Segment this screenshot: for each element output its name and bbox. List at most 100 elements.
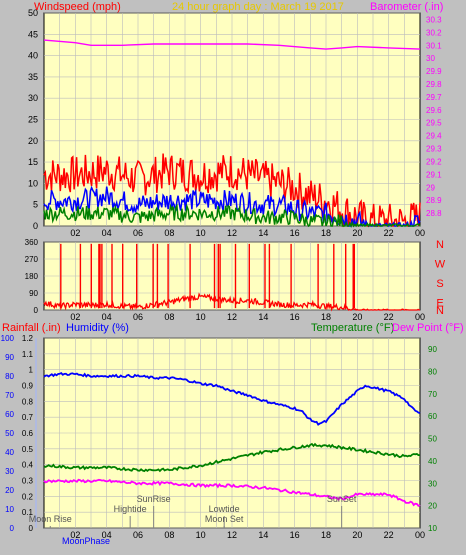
humidity-axis-title: Humidity (%) [66, 322, 129, 334]
compass-label: N [436, 239, 444, 251]
temperature-tick-label: 70 [428, 390, 437, 399]
barometer-tick-label: 29.6 [426, 106, 442, 115]
compass-label: W [435, 259, 446, 271]
x-tick-label-1-10: 22 [384, 228, 394, 238]
temperature-tick-label: 10 [428, 524, 437, 533]
temperature-tick-label: 20 [428, 502, 437, 511]
windspeed-line-green [43, 203, 421, 228]
x-tick-label-2-1: 04 [102, 312, 112, 322]
x-tick-label-1-1: 04 [102, 228, 112, 238]
x-tick-label-2-3: 08 [164, 312, 174, 322]
barometer-tick-label: 29.2 [426, 157, 442, 166]
x-tick-label-3-3: 08 [164, 530, 174, 540]
humidity-tick-label: 20 [5, 486, 14, 495]
humidity-tick-label: 10 [5, 505, 14, 514]
rainfall-tick-label: 0.3 [22, 477, 34, 486]
barometer-tick-label: 29.4 [426, 132, 442, 141]
rainfall-tick-label: 0.9 [22, 382, 34, 391]
direction-tick-label: 270 [25, 255, 39, 264]
temperature-tick-label: 50 [428, 435, 437, 444]
compass-label: E [436, 298, 443, 310]
x-tick-label-3-7: 16 [290, 530, 300, 540]
event-label: SunSet [327, 494, 357, 504]
event-label: SunRise [137, 494, 171, 504]
x-tick-label-1-2: 06 [133, 228, 143, 238]
barometer-tick-label: 28.9 [426, 196, 442, 205]
x-tick-label-3-4: 10 [196, 530, 206, 540]
x-tick-label-3-10: 22 [384, 530, 394, 540]
x-tick-label-2-0: 02 [70, 312, 80, 322]
barometer-tick-label: 30.3 [426, 15, 442, 24]
x-tick-label-2-5: 12 [227, 312, 237, 322]
x-tick-label-3-8: 18 [321, 530, 331, 540]
direction-tick-label: 180 [25, 272, 39, 281]
rainfall-tick-label: 0.7 [22, 413, 34, 422]
x-tick-label-2-6: 14 [258, 312, 268, 322]
windspeed-tick-label: 15 [28, 157, 38, 167]
rainfall-tick-label: 1.2 [22, 334, 34, 343]
x-tick-label-1-4: 10 [196, 228, 206, 238]
x-tick-label-2-10: 22 [384, 312, 394, 322]
x-tick-label-3-11: 00 [415, 530, 425, 540]
x-tick-label-3-9: 20 [352, 530, 362, 540]
humidity-tick-label: 40 [5, 448, 14, 457]
barometer-line [43, 39, 421, 50]
humidity-tick-label: 60 [5, 410, 14, 419]
x-tick-label-3-0: 02 [70, 530, 80, 540]
temperature-tick-label: 60 [428, 412, 437, 421]
x-tick-label-1-5: 12 [227, 228, 237, 238]
x-tick-label-1-0: 02 [70, 228, 80, 238]
windspeed-tick-label: 25 [28, 115, 38, 125]
labels-layer: 0510152025303540455028.828.92929.129.229… [1, 8, 446, 540]
event-label: Lowtide [209, 504, 240, 514]
x-tick-label-2-2: 06 [133, 312, 143, 322]
barometer-tick-label: 29.3 [426, 145, 442, 154]
x-tick-label-3-2: 06 [133, 530, 143, 540]
dewpoint-axis-title: Dew Point (°F) [392, 322, 464, 334]
x-tick-label-2-8: 18 [321, 312, 331, 322]
windspeed-tick-label: 35 [28, 72, 38, 82]
rainfall-tick-label: 0.4 [22, 461, 34, 470]
wind-direction-spikes [60, 243, 355, 309]
series-line-magenta [43, 478, 421, 508]
event-label: Moon Rise [29, 514, 72, 524]
humidity-tick-label: 70 [5, 391, 14, 400]
temperature-axis-title: Temperature (°F) [311, 322, 394, 334]
windspeed-tick-label: 50 [28, 8, 38, 18]
barometer-tick-label: 29.7 [426, 93, 442, 102]
windspeed-line-red [43, 153, 421, 228]
rainfall-tick-label: 0.5 [22, 445, 34, 454]
temperature-tick-label: 90 [428, 345, 437, 354]
humidity-tick-label: 0 [10, 524, 15, 533]
rainfall-tick-label: 0 [29, 524, 34, 533]
rainfall-tick-label: 1 [29, 366, 34, 375]
barometer-tick-label: 28.8 [426, 209, 442, 218]
x-tick-label-1-6: 14 [258, 228, 268, 238]
humidity-tick-label: 80 [5, 372, 14, 381]
event-label: Hightide [114, 504, 147, 514]
graph-day-title: 24 hour graph day : March 19 2017 [172, 1, 344, 13]
rainfall-tick-label: 0.8 [22, 397, 34, 406]
compass-label: N [436, 305, 444, 317]
temperature-tick-label: 40 [428, 457, 437, 466]
windspeed-tick-label: 10 [28, 178, 38, 188]
direction-tick-label: 360 [25, 238, 39, 247]
x-tick-label-2-9: 20 [352, 312, 362, 322]
windspeed-title: Windspeed (mph) [34, 1, 121, 13]
moonphase-label: MoonPhase [62, 536, 110, 546]
series-line-green [43, 442, 420, 473]
barometer-tick-label: 29.9 [426, 67, 442, 76]
barometer-tick-label: 29 [426, 183, 435, 192]
humidity-tick-label: 50 [5, 429, 14, 438]
humidity-tick-label: 30 [5, 467, 14, 476]
x-tick-label-1-3: 08 [164, 228, 174, 238]
x-tick-label-3-1: 04 [102, 530, 112, 540]
barometer-tick-label: 29.1 [426, 170, 442, 179]
direction-tick-label: 90 [29, 289, 38, 298]
humidity-tick-label: 90 [5, 353, 14, 362]
temperature-tick-label: 80 [428, 368, 437, 377]
x-tick-label-2-7: 16 [290, 312, 300, 322]
direction-tick-label: 0 [34, 306, 39, 315]
rainfall-tick-label: 0.6 [22, 429, 34, 438]
